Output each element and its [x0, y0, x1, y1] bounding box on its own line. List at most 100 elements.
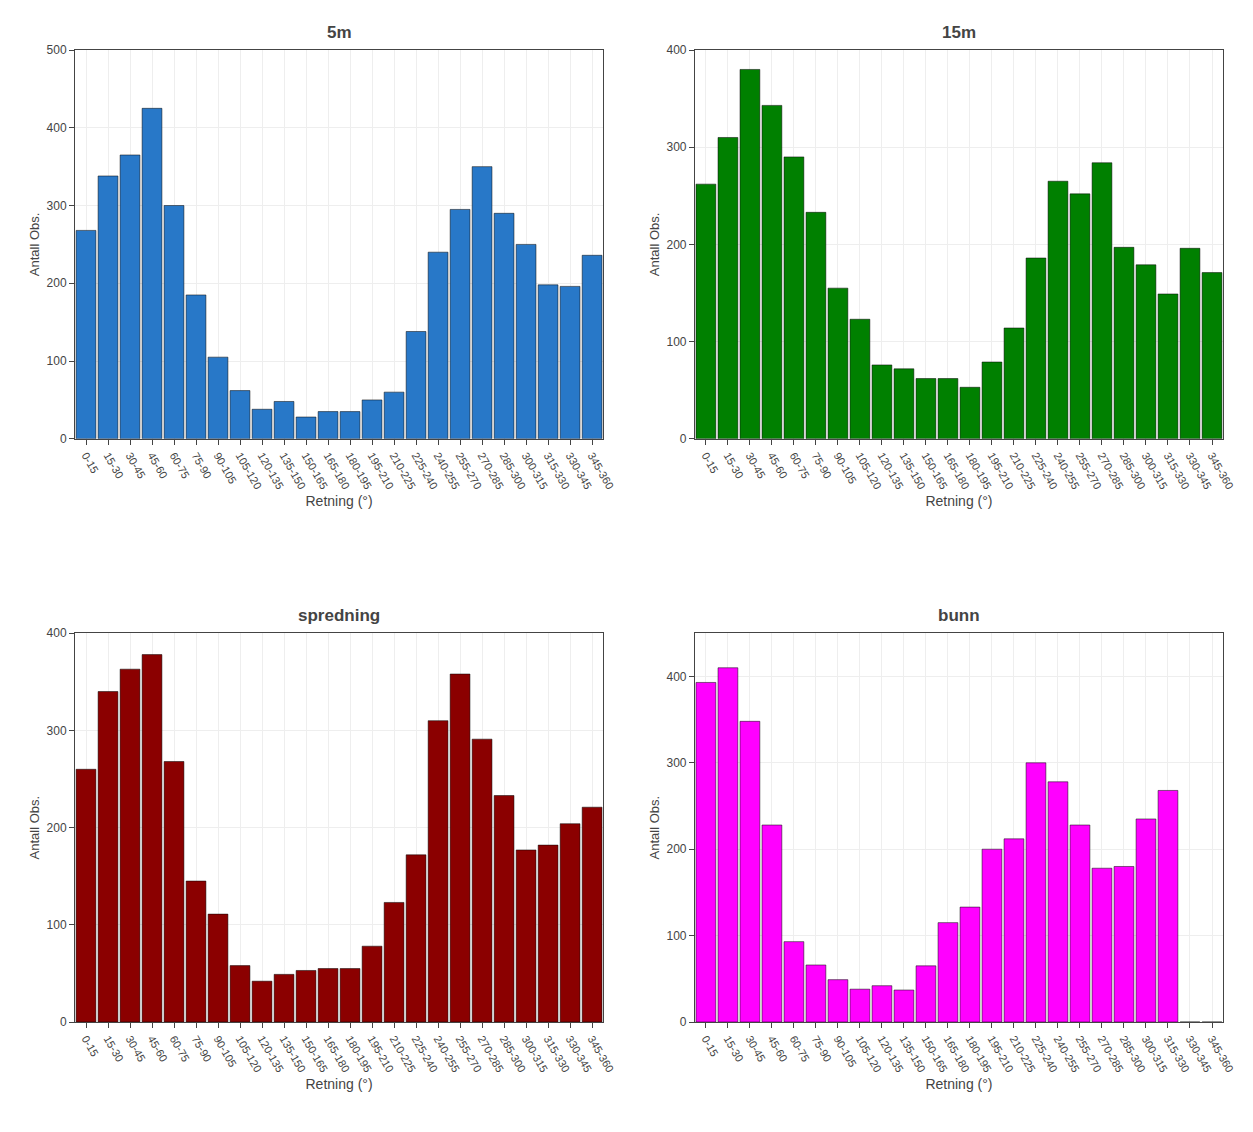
svg-text:345-360: 345-360	[1206, 450, 1237, 491]
svg-text:400: 400	[47, 626, 67, 640]
svg-text:200: 200	[47, 276, 67, 290]
svg-text:240-255: 240-255	[432, 1033, 463, 1074]
svg-text:100: 100	[666, 929, 686, 943]
svg-text:285-300: 285-300	[498, 450, 529, 491]
svg-text:195-210: 195-210	[985, 450, 1016, 491]
svg-text:30-45: 30-45	[124, 450, 148, 480]
svg-text:195-210: 195-210	[985, 1033, 1016, 1074]
svg-text:15-30: 15-30	[721, 1033, 745, 1063]
svg-text:195-210: 195-210	[366, 450, 397, 491]
svg-text:0-15: 0-15	[80, 450, 101, 475]
svg-text:60-75: 60-75	[168, 1033, 192, 1063]
svg-text:45-60: 45-60	[146, 450, 170, 480]
svg-text:Antall Obs.: Antall Obs.	[647, 796, 662, 860]
svg-text:0-15: 0-15	[699, 1033, 720, 1058]
svg-text:200: 200	[666, 842, 686, 856]
svg-text:210-225: 210-225	[1007, 1033, 1038, 1074]
svg-text:100: 100	[47, 918, 67, 932]
svg-text:200: 200	[47, 821, 67, 835]
svg-text:75-90: 75-90	[190, 450, 214, 480]
svg-text:60-75: 60-75	[787, 450, 811, 480]
svg-text:90-105: 90-105	[212, 1033, 240, 1069]
svg-text:225-240: 225-240	[1029, 1033, 1060, 1074]
svg-text:120-135: 120-135	[875, 450, 906, 491]
svg-text:165-180: 165-180	[322, 450, 353, 491]
svg-text:225-240: 225-240	[410, 450, 441, 491]
svg-text:255-270: 255-270	[1073, 450, 1104, 491]
svg-text:15m: 15m	[942, 23, 976, 42]
svg-text:45-60: 45-60	[146, 1033, 170, 1063]
svg-text:Antall Obs.: Antall Obs.	[27, 796, 42, 860]
svg-text:15-30: 15-30	[721, 450, 745, 480]
svg-text:150-165: 150-165	[919, 1033, 950, 1074]
svg-text:75-90: 75-90	[809, 450, 833, 480]
svg-text:255-270: 255-270	[454, 450, 485, 491]
svg-text:255-270: 255-270	[454, 1033, 485, 1074]
svg-text:400: 400	[666, 43, 686, 57]
svg-text:330-345: 330-345	[564, 450, 595, 491]
svg-text:210-225: 210-225	[388, 450, 419, 491]
svg-text:Retning (°): Retning (°)	[306, 493, 373, 509]
svg-text:150-165: 150-165	[300, 1033, 331, 1074]
svg-text:30-45: 30-45	[743, 450, 767, 480]
svg-text:210-225: 210-225	[1007, 450, 1038, 491]
svg-text:285-300: 285-300	[498, 1033, 529, 1074]
svg-text:75-90: 75-90	[190, 1033, 214, 1063]
svg-text:5m: 5m	[327, 23, 352, 42]
svg-text:105-120: 105-120	[853, 1033, 884, 1074]
svg-text:165-180: 165-180	[322, 1033, 353, 1074]
svg-text:90-105: 90-105	[831, 450, 859, 486]
svg-text:15-30: 15-30	[102, 1033, 126, 1063]
svg-text:150-165: 150-165	[300, 450, 331, 491]
svg-text:Antall Obs.: Antall Obs.	[27, 213, 42, 277]
svg-text:240-255: 240-255	[432, 450, 463, 491]
svg-text:180-195: 180-195	[963, 1033, 994, 1074]
svg-text:30-45: 30-45	[124, 1033, 148, 1063]
svg-text:120-135: 120-135	[256, 1033, 287, 1074]
svg-text:165-180: 165-180	[941, 450, 972, 491]
svg-text:0-15: 0-15	[699, 450, 720, 475]
svg-text:255-270: 255-270	[1073, 1033, 1104, 1074]
svg-text:30-45: 30-45	[743, 1033, 767, 1063]
svg-text:180-195: 180-195	[344, 450, 375, 491]
svg-text:spredning: spredning	[298, 606, 380, 625]
svg-text:90-105: 90-105	[212, 450, 240, 486]
svg-text:315-330: 315-330	[1161, 450, 1192, 491]
svg-text:270-285: 270-285	[1095, 450, 1126, 491]
svg-text:bunn: bunn	[938, 606, 980, 625]
svg-text:330-345: 330-345	[1183, 1033, 1214, 1074]
svg-text:165-180: 165-180	[941, 1033, 972, 1074]
svg-text:180-195: 180-195	[344, 1033, 375, 1074]
svg-text:120-135: 120-135	[256, 450, 287, 491]
svg-text:135-150: 135-150	[897, 1033, 928, 1074]
svg-text:Retning (°): Retning (°)	[306, 1076, 373, 1092]
svg-text:120-135: 120-135	[875, 1033, 906, 1074]
svg-text:300: 300	[47, 724, 67, 738]
svg-text:345-360: 345-360	[1206, 1033, 1237, 1074]
svg-text:315-330: 315-330	[542, 450, 573, 491]
svg-text:330-345: 330-345	[1183, 450, 1214, 491]
svg-text:135-150: 135-150	[897, 450, 928, 491]
svg-text:225-240: 225-240	[410, 1033, 441, 1074]
svg-text:105-120: 105-120	[234, 450, 265, 491]
svg-text:200: 200	[666, 238, 686, 252]
svg-text:345-360: 345-360	[586, 450, 617, 491]
svg-text:345-360: 345-360	[586, 1033, 617, 1074]
svg-text:300-315: 300-315	[1139, 450, 1170, 491]
svg-text:285-300: 285-300	[1117, 1033, 1148, 1074]
svg-text:60-75: 60-75	[787, 1033, 811, 1063]
svg-text:210-225: 210-225	[388, 1033, 419, 1074]
svg-text:240-255: 240-255	[1051, 450, 1082, 491]
svg-text:135-150: 135-150	[278, 1033, 309, 1074]
svg-text:Retning (°): Retning (°)	[925, 493, 992, 509]
svg-text:0: 0	[680, 432, 687, 446]
svg-text:300: 300	[47, 199, 67, 213]
svg-text:270-285: 270-285	[476, 1033, 507, 1074]
svg-text:300-315: 300-315	[1139, 1033, 1170, 1074]
svg-text:15-30: 15-30	[102, 450, 126, 480]
svg-text:75-90: 75-90	[809, 1033, 833, 1063]
svg-text:45-60: 45-60	[765, 450, 789, 480]
svg-text:195-210: 195-210	[366, 1033, 397, 1074]
svg-text:330-345: 330-345	[564, 1033, 595, 1074]
svg-text:90-105: 90-105	[831, 1033, 859, 1069]
